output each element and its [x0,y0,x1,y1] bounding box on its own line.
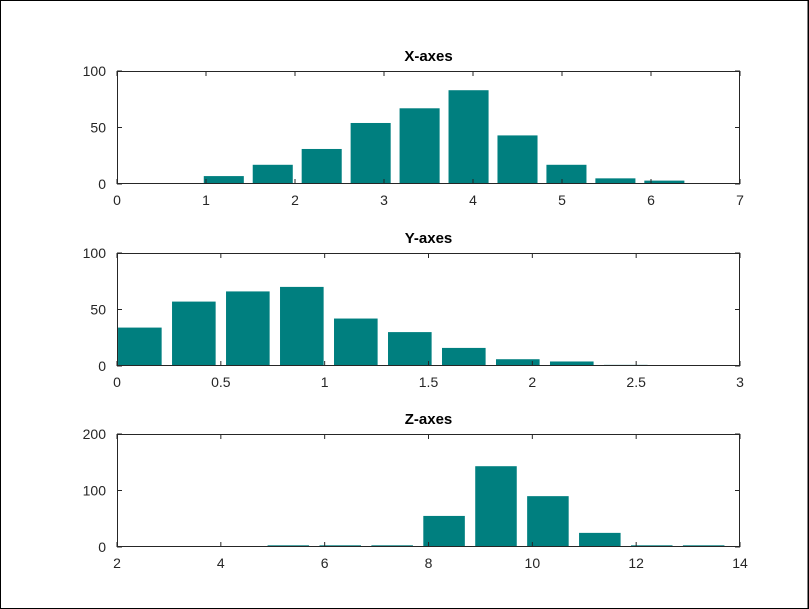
subplot-3: 2 4 6 8 10 12 14 0 100 200 Z-axes [83,411,748,571]
chart-title: Z-axes [405,411,453,428]
x-tick-label: 12 [628,555,644,571]
bar [399,108,440,184]
x-tick-label: 5 [558,192,566,208]
x-tick-label: 8 [425,555,433,571]
x-tick-label: 4 [469,192,477,208]
bar [527,496,569,547]
x-tick-label: 1 [202,192,210,208]
subplot-1: 0 1 2 3 4 5 6 7 0 50 100 X-axes [83,48,744,208]
x-tick-label: 7 [736,192,744,208]
x-tick-label: 4 [217,555,225,571]
bar [334,318,378,366]
y-tick-label: 0 [98,358,106,374]
x-tick-label: 6 [321,555,329,571]
y-tick-label: 0 [98,539,106,555]
bar [644,180,685,184]
y-tick-label: 100 [83,245,107,261]
bar [497,135,538,184]
x-tick-label: 6 [647,192,655,208]
x-tick-label: 2 [113,555,121,571]
chart-title: Y-axes [405,230,453,247]
y-tick-label: 50 [90,302,106,318]
x-tick-label: 2 [528,374,536,390]
x-tick-label: 0 [113,374,121,390]
x-tick-label: 0.5 [211,374,231,390]
chart-title: X-axes [404,48,452,65]
x-tick-label: 3 [736,374,744,390]
x-tick-label: 2.5 [626,374,646,390]
bar [226,291,270,366]
y-tick-label: 100 [83,63,107,79]
x-tick-label: 1.5 [419,374,439,390]
bar [495,359,540,366]
bar [280,286,324,366]
subplot-2: 0 0.5 1 1.5 2 2.5 3 0 50 100 Y-axes [83,230,744,390]
y-tick-label: 0 [98,176,106,192]
bar [118,327,162,366]
bar [579,532,621,547]
bar [172,301,216,366]
x-tick-label: 1 [321,374,329,390]
bar [388,332,432,366]
bar [441,347,486,366]
bar [475,466,517,547]
x-tick-label: 0 [113,192,121,208]
bar [350,122,391,184]
bar [423,515,465,547]
bar [546,164,587,184]
bar [595,178,636,184]
bar [549,361,594,366]
y-tick-label: 200 [83,426,107,442]
bar [203,176,244,184]
x-tick-label: 2 [291,192,299,208]
bar [448,90,489,184]
bar [301,148,342,184]
y-tick-label: 100 [83,483,107,499]
bar [252,164,293,184]
x-tick-label: 3 [380,192,388,208]
x-tick-label: 14 [732,555,748,571]
y-tick-label: 50 [90,120,106,136]
x-tick-label: 10 [525,555,541,571]
